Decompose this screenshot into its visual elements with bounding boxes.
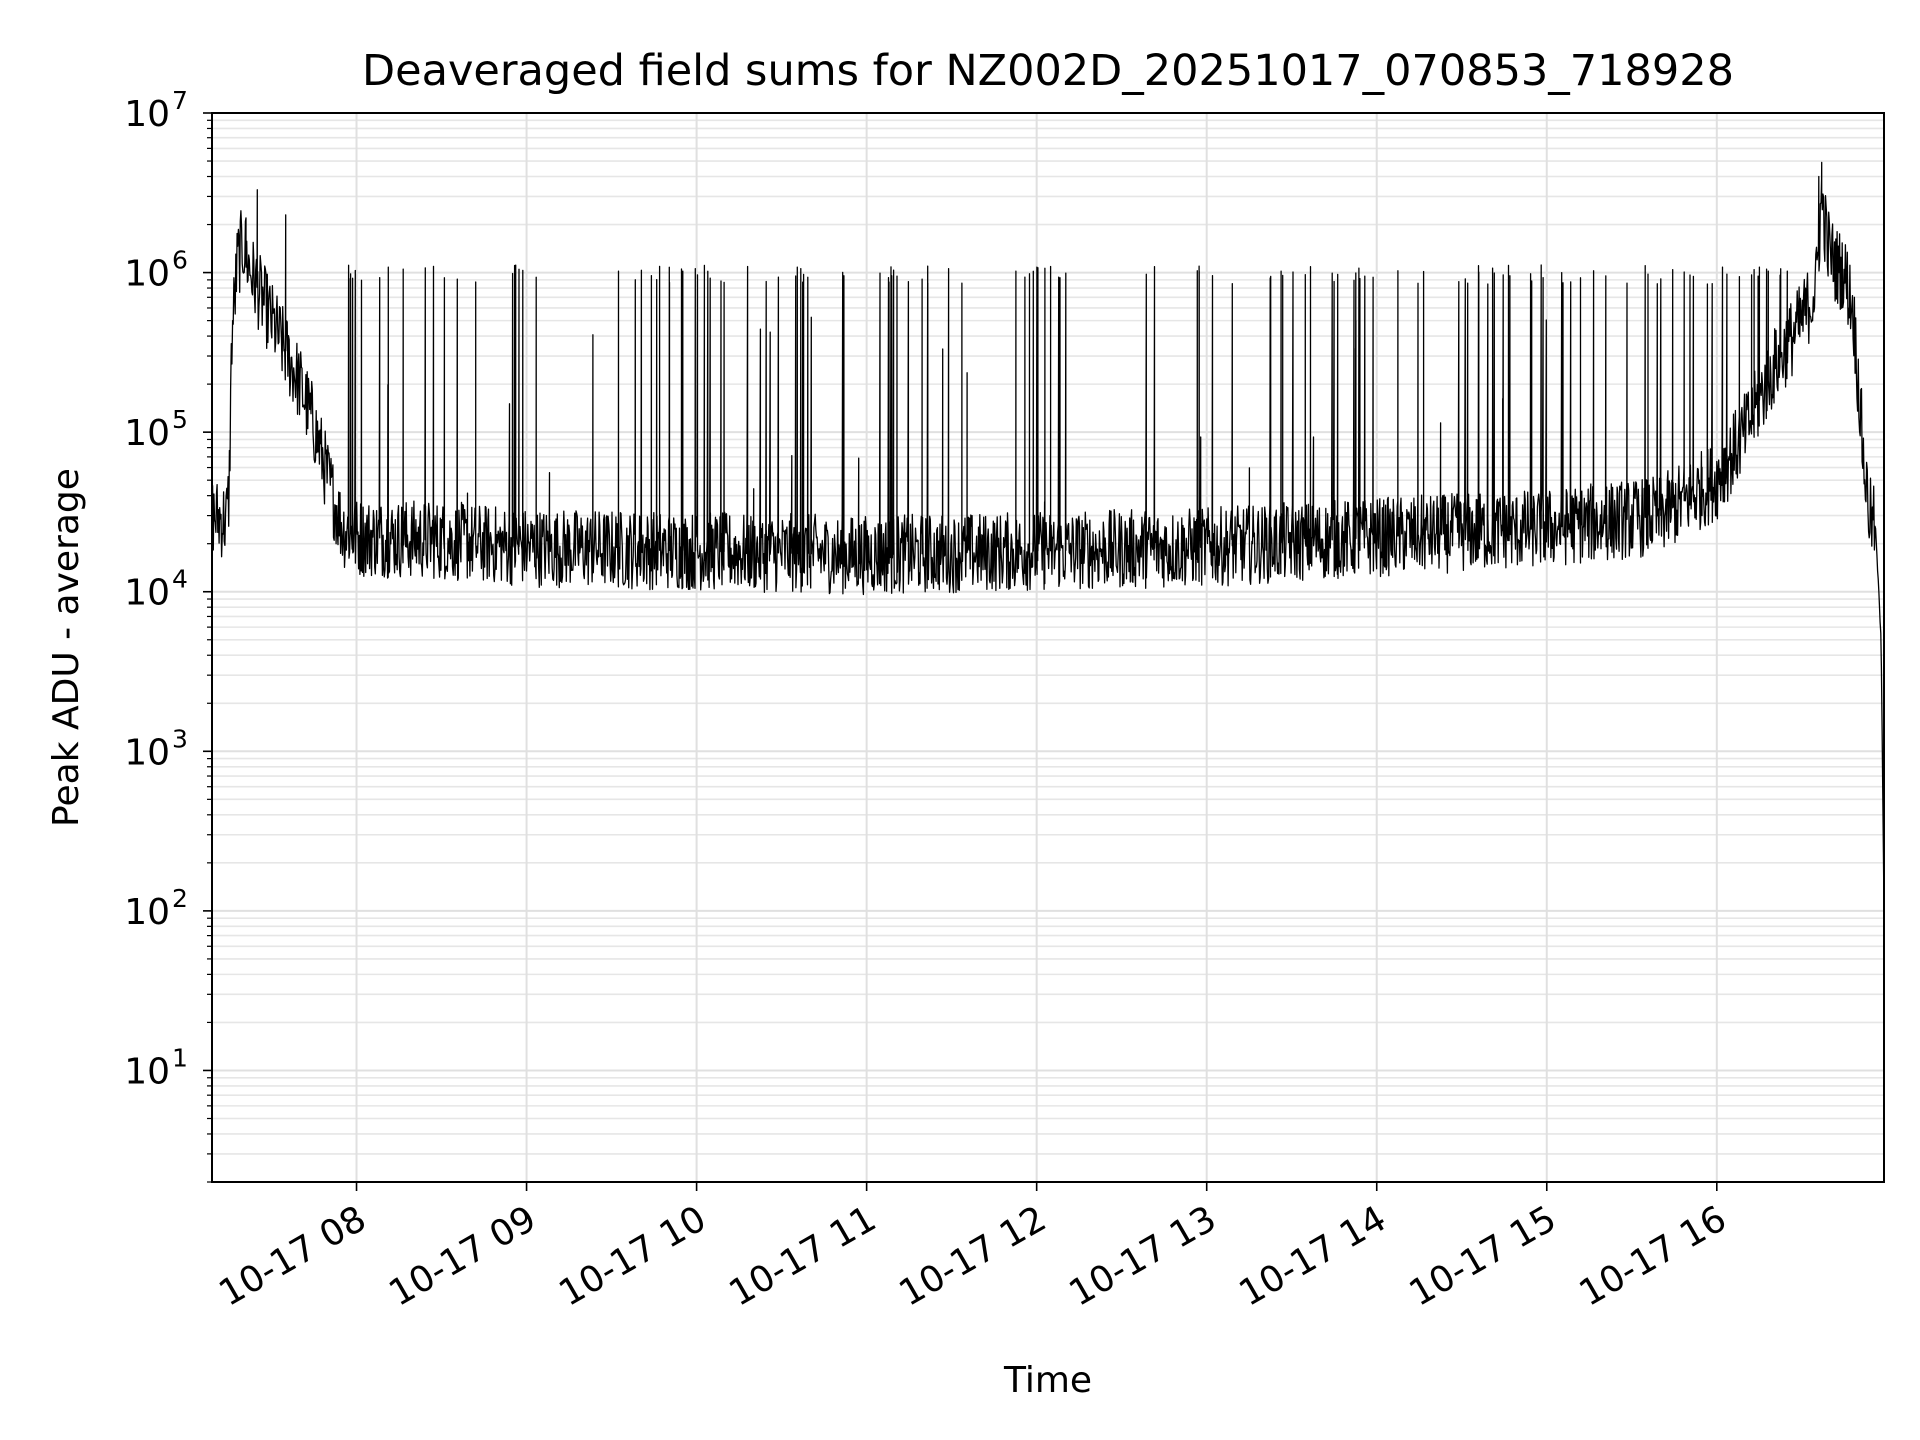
- y-axis-label: Peak ADU - average: [46, 468, 87, 827]
- y-tick-exponent: 5: [172, 405, 188, 434]
- data-series: [211, 161, 1885, 913]
- x-tick-label: 10-17 15: [1403, 1198, 1564, 1314]
- x-tick-label: 10-17 13: [1063, 1198, 1224, 1314]
- y-tick-exponent: 3: [172, 724, 188, 753]
- series-line: [211, 161, 1885, 913]
- y-tick-exponent: 2: [172, 884, 188, 913]
- y-tick-label: 10: [124, 892, 170, 933]
- y-tick-label: 10: [124, 732, 170, 773]
- y-tick-exponent: 7: [172, 86, 188, 115]
- chart-title: Deaveraged field sums for NZ002D_2025101…: [362, 46, 1734, 96]
- x-tick-label: 10-17 11: [722, 1198, 883, 1314]
- x-tick-label: 10-17 09: [382, 1198, 543, 1314]
- y-tick-exponent: 6: [172, 246, 188, 275]
- x-axis-label: Time: [1003, 1360, 1092, 1401]
- y-tick-label: 10: [124, 573, 170, 614]
- y-tick-label: 10: [124, 1051, 170, 1092]
- x-tick-label: 10-17 12: [892, 1198, 1053, 1314]
- x-tick-label: 10-17 10: [552, 1198, 713, 1314]
- y-tick-label: 10: [124, 94, 170, 135]
- y-tick-label: 10: [124, 254, 170, 295]
- x-tick-label: 10-17 08: [212, 1198, 373, 1314]
- y-tick-exponent: 4: [172, 565, 188, 594]
- y-tick-exponent: 1: [172, 1043, 188, 1072]
- y-tick-label: 10: [124, 413, 170, 454]
- plot-frame: [211, 112, 1885, 1183]
- x-tick-label: 10-17 16: [1573, 1198, 1734, 1314]
- x-tick-label: 10-17 14: [1233, 1198, 1394, 1314]
- grid: [212, 112, 1884, 1183]
